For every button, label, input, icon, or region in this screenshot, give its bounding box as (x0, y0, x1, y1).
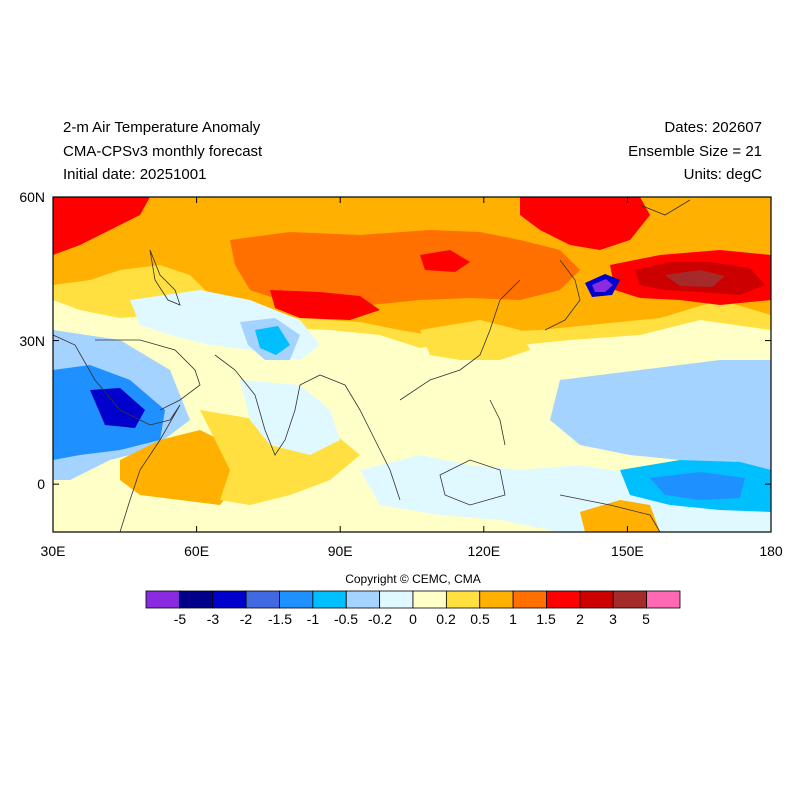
field-purple-japan (592, 279, 613, 292)
colorbar-swatch (646, 590, 681, 609)
coast-kamchatka (639, 199, 691, 216)
y-tick-label: 60N (19, 189, 45, 205)
colorbar-swatch (345, 590, 381, 609)
field-darkblue-redsea (90, 388, 145, 428)
coast-india (214, 354, 301, 456)
map-title: 2-m Air Temperature Anomaly (63, 119, 261, 136)
colorbar-swatch (245, 590, 280, 609)
x-tick-label: 150E (611, 543, 644, 559)
ensemble-size: Ensemble Size = 21 (628, 142, 762, 160)
coast-china (399, 279, 521, 401)
colorbar-swatch (445, 590, 481, 609)
colorbar-level-label: 0.5 (470, 611, 490, 627)
field-red-centralasia (270, 290, 380, 320)
field-orange-southeast-asia (420, 320, 530, 360)
x-tick-label: 30E (41, 543, 66, 559)
coast-arabia (95, 339, 201, 411)
colorbar-swatch (178, 590, 214, 609)
field-brown-pacific (665, 270, 725, 287)
field-orange-newguinea (580, 500, 660, 532)
colorbar-level-label: -1 (306, 611, 320, 627)
colorbar-level-label: 0 (409, 611, 417, 627)
map-frame (52, 196, 772, 533)
colorbar-level-label: 3 (609, 611, 617, 627)
coast-caspian (149, 249, 181, 306)
model-name: CMA-CPSv3 monthly forecast (63, 142, 263, 160)
colorbar-swatch (612, 590, 648, 609)
y-tick-label: 30N (19, 333, 45, 349)
coast-africa-east (53, 334, 181, 532)
axis-ticks (52, 196, 772, 532)
colorbar-level-label: -0.5 (333, 611, 359, 627)
coast-bengal-sea (299, 374, 401, 501)
colorbar-level-label: -3 (206, 611, 220, 627)
title-block-right: Dates: 202607 Ensemble Size = 21 Units: … (628, 116, 762, 187)
colorbar-level-label: -0.2 (367, 611, 393, 627)
colorbar-swatch (279, 590, 314, 609)
colorbar-level-label: -1.5 (267, 611, 293, 627)
x-tick-label: 60E (184, 543, 209, 559)
colorbar-level-label: 5 (642, 611, 650, 627)
coastlines (53, 199, 691, 532)
colorbar-level-label: 0.2 (436, 611, 456, 627)
colorbar-swatch (212, 590, 247, 609)
colorbar-swatch (312, 590, 347, 609)
x-tick-label: 90E (328, 543, 353, 559)
colorbar-swatch (546, 590, 581, 609)
forecast-dates: Dates: 202607 (664, 119, 762, 136)
coast-newguinea (559, 494, 661, 532)
colorbar-swatch (512, 590, 547, 609)
colorbar-level-label: -2 (239, 611, 253, 627)
colorbar-level-label: -5 (173, 611, 187, 627)
colorbar-level-label: 1.5 (536, 611, 556, 627)
map-field (53, 197, 771, 532)
colorbar-swatch (145, 590, 180, 609)
field-paleblue-bengal (240, 380, 340, 455)
initial-date: Initial date: 20251001 (63, 166, 207, 183)
colorbar-level-label: 2 (576, 611, 584, 627)
copyright-notice: Copyright © CEMC, CMA (345, 572, 481, 586)
coast-borneo (439, 459, 506, 506)
x-tick-label: 180 (759, 543, 783, 559)
field-cyan-iran (255, 326, 290, 355)
colorbar-level-label: 1 (509, 611, 517, 627)
colorbar-swatch (579, 590, 614, 609)
coast-japan (544, 259, 581, 331)
units-label: Units: degC (683, 166, 762, 183)
field-red-northwest (53, 197, 150, 255)
field-lightblue-pacific (550, 360, 771, 470)
colorbar-swatch (479, 590, 514, 609)
field-red-mongolia (420, 250, 470, 272)
colorbar-swatch (412, 590, 447, 609)
title-block-left: 2-m Air Temperature Anomaly CMA-CPSv3 mo… (63, 116, 262, 187)
colorbar (145, 590, 681, 609)
field-red-northeast (520, 197, 650, 250)
field-orange-arabiansea (120, 430, 240, 505)
y-tick-label: 0 (37, 476, 45, 492)
coast-philippines (489, 399, 506, 446)
colorbar-labels: -5 -3 -2 -1.5 -1 -0.5 -0.2 0 0.2 0.5 1 1… (0, 611, 800, 629)
colorbar-swatch (379, 590, 414, 609)
field-cyan-pacific (650, 472, 745, 500)
x-tick-label: 120E (467, 543, 500, 559)
field-darkorange-north (230, 230, 580, 305)
